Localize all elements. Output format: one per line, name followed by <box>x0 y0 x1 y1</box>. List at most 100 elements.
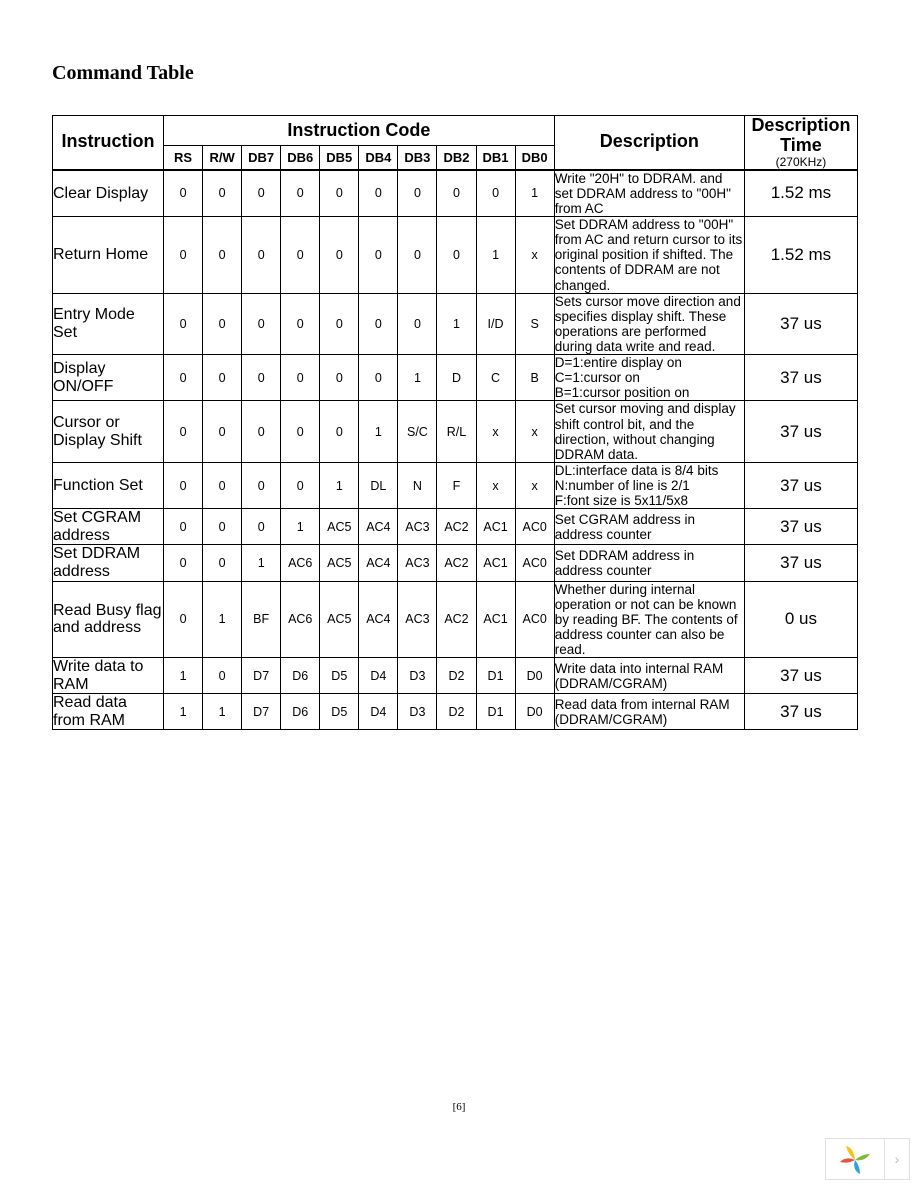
instruction-name: Set CGRAM address <box>53 509 164 545</box>
description-cell: Set DDRAM address to "00H" from AC and r… <box>554 217 744 294</box>
time-cell: 37 us <box>744 545 857 581</box>
code-cell: 1 <box>437 293 476 354</box>
code-cell: D6 <box>281 658 320 694</box>
code-cell: 0 <box>164 509 203 545</box>
code-cell: 0 <box>203 293 242 354</box>
code-cell: D7 <box>242 658 281 694</box>
code-cell: D0 <box>515 658 554 694</box>
instruction-name: Set DDRAM address <box>53 545 164 581</box>
code-cell: D2 <box>437 658 476 694</box>
code-cell: 1 <box>242 545 281 581</box>
code-cell: AC0 <box>515 581 554 658</box>
table-row: Set CGRAM address0001AC5AC4AC3AC2AC1AC0S… <box>53 509 858 545</box>
code-cell: x <box>515 401 554 462</box>
code-cell: 0 <box>242 355 281 401</box>
logo-icon <box>825 1138 885 1180</box>
code-cell: AC2 <box>437 581 476 658</box>
code-cell: AC3 <box>398 581 437 658</box>
instruction-name: Cursor or Display Shift <box>53 401 164 462</box>
code-cell: x <box>476 401 515 462</box>
code-cell: D1 <box>476 658 515 694</box>
code-cell: D3 <box>398 694 437 730</box>
code-cell: 0 <box>281 170 320 217</box>
command-table: InstructionInstruction CodeDescriptionDe… <box>52 115 858 730</box>
instruction-name: Clear Display <box>53 170 164 217</box>
code-cell: 1 <box>164 694 203 730</box>
table-header: RS <box>164 146 203 170</box>
table-header: Description Time(270KHz) <box>744 116 857 170</box>
description-cell: D=1:entire display on C=1:cursor on B=1:… <box>554 355 744 401</box>
code-cell: 0 <box>320 217 359 294</box>
code-cell: D6 <box>281 694 320 730</box>
code-cell: BF <box>242 581 281 658</box>
code-cell: 0 <box>203 401 242 462</box>
code-cell: 0 <box>242 170 281 217</box>
code-cell: D5 <box>320 658 359 694</box>
code-cell: 1 <box>203 694 242 730</box>
code-cell: AC1 <box>476 545 515 581</box>
code-cell: 0 <box>242 462 281 508</box>
code-cell: 0 <box>359 170 398 217</box>
code-cell: D4 <box>359 658 398 694</box>
code-cell: D <box>437 355 476 401</box>
table-header: DB7 <box>242 146 281 170</box>
instruction-name: Write data to RAM <box>53 658 164 694</box>
code-cell: 0 <box>203 355 242 401</box>
table-row: Cursor or Display Shift000001S/CR/LxxSet… <box>53 401 858 462</box>
table-header: R/W <box>203 146 242 170</box>
code-cell: AC3 <box>398 509 437 545</box>
table-row: Set DDRAM address001AC6AC5AC4AC3AC2AC1AC… <box>53 545 858 581</box>
description-cell: Set DDRAM address in address counter <box>554 545 744 581</box>
code-cell: D0 <box>515 694 554 730</box>
time-cell: 1.52 ms <box>744 170 857 217</box>
corner-widget[interactable]: › <box>825 1138 910 1180</box>
code-cell: I/D <box>476 293 515 354</box>
code-cell: AC4 <box>359 581 398 658</box>
code-cell: AC0 <box>515 545 554 581</box>
time-cell: 37 us <box>744 658 857 694</box>
instruction-name: Display ON/OFF <box>53 355 164 401</box>
table-row: Write data to RAM10D7D6D5D4D3D2D1D0Write… <box>53 658 858 694</box>
description-cell: Write "20H" to DDRAM. and set DDRAM addr… <box>554 170 744 217</box>
code-cell: AC5 <box>320 545 359 581</box>
instruction-name: Function Set <box>53 462 164 508</box>
code-cell: B <box>515 355 554 401</box>
code-cell: AC4 <box>359 545 398 581</box>
code-cell: 0 <box>281 217 320 294</box>
table-row: Clear Display0000000001Write "20H" to DD… <box>53 170 858 217</box>
code-cell: 0 <box>398 170 437 217</box>
code-cell: 0 <box>242 509 281 545</box>
instruction-name: Return Home <box>53 217 164 294</box>
code-cell: AC3 <box>398 545 437 581</box>
code-cell: 0 <box>281 401 320 462</box>
page-number: [6] <box>0 1101 918 1113</box>
code-cell: 0 <box>359 355 398 401</box>
instruction-name: Entry Mode Set <box>53 293 164 354</box>
code-cell: 0 <box>164 293 203 354</box>
table-header: DB3 <box>398 146 437 170</box>
table-row: Read Busy flag and address01BFAC6AC5AC4A… <box>53 581 858 658</box>
code-cell: AC6 <box>281 581 320 658</box>
code-cell: C <box>476 355 515 401</box>
code-cell: 0 <box>164 462 203 508</box>
code-cell: AC1 <box>476 581 515 658</box>
instruction-name: Read data from RAM <box>53 694 164 730</box>
code-cell: DL <box>359 462 398 508</box>
code-cell: D4 <box>359 694 398 730</box>
time-cell: 37 us <box>744 355 857 401</box>
table-row: Function Set00001DLNFxxDL:interface data… <box>53 462 858 508</box>
code-cell: AC4 <box>359 509 398 545</box>
description-cell: Set cursor moving and display shift cont… <box>554 401 744 462</box>
code-cell: 0 <box>203 545 242 581</box>
code-cell: 1 <box>203 581 242 658</box>
table-header: DB4 <box>359 146 398 170</box>
code-cell: 1 <box>398 355 437 401</box>
code-cell: AC5 <box>320 509 359 545</box>
code-cell: N <box>398 462 437 508</box>
page-title: Command Table <box>52 62 866 85</box>
chevron-right-icon[interactable]: › <box>885 1138 910 1180</box>
code-cell: 0 <box>164 217 203 294</box>
code-cell: 1 <box>281 509 320 545</box>
code-cell: 0 <box>203 509 242 545</box>
table-row: Entry Mode Set00000001I/DSSets cursor mo… <box>53 293 858 354</box>
